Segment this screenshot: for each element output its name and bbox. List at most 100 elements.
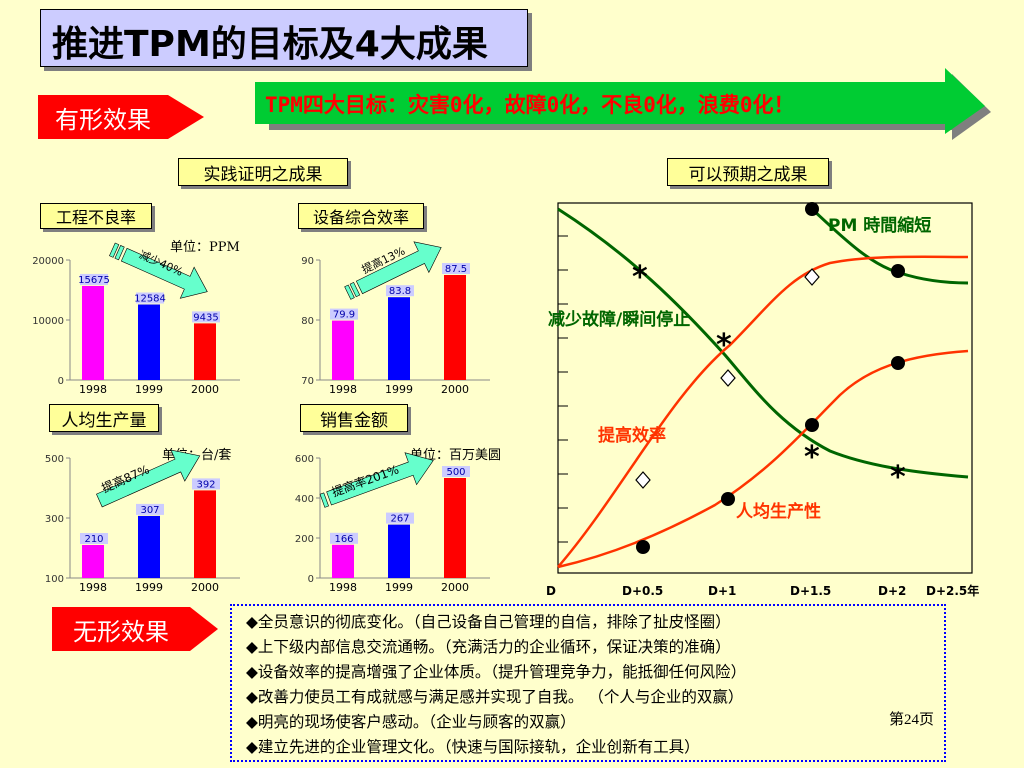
bar-value-label: 15675	[78, 275, 110, 286]
marker-dot	[721, 492, 735, 506]
bar	[138, 515, 160, 578]
bar-value-label: 392	[196, 479, 215, 490]
proven-results-label: 实践证明之成果	[178, 158, 348, 186]
x-tick: D+2	[878, 584, 906, 598]
bar-value-label: 87.5	[445, 264, 467, 275]
y-tick-label: 600	[295, 454, 314, 465]
x-tick: D+0.5	[622, 584, 663, 598]
bullet-item: ◆改善力使员工有成就感与满足感并实现了自我。 （个人与企业的双赢）	[246, 688, 744, 706]
arrow-oee	[344, 241, 442, 300]
bullet-item: ◆设备效率的提高增强了企业体质。（提升管理竞争力，能抵御任何风险）	[246, 663, 747, 681]
marker-diamond	[635, 471, 651, 489]
bar-value-label: 500	[446, 467, 465, 478]
label-efficiency: 提高效率	[598, 425, 666, 446]
x-tick: D+2.5年	[926, 583, 979, 598]
bar-label-bg	[386, 285, 414, 297]
x-tick: D+1.5	[790, 584, 831, 598]
arrow-sales	[319, 452, 434, 508]
bar-label-bg	[330, 532, 358, 544]
y-tick-label: 0	[58, 376, 64, 387]
bar	[138, 304, 160, 380]
bar-value-label: 210	[84, 534, 103, 545]
bar-label-bg	[386, 512, 414, 524]
unit-sales: 单位：百万美圆	[410, 448, 502, 463]
chart-title-productivity: 人均生产量	[49, 404, 159, 432]
y-tick-label: 0	[308, 574, 314, 585]
marker-star: *	[632, 260, 648, 295]
bar-chart-oee: 70 80 90 79.9 1998 83.8 1999 87.5 2000	[301, 256, 490, 396]
x-tick-label: 1999	[385, 581, 413, 594]
series-line-reduce-failure	[557, 207, 969, 479]
bullet-item: ◆建立先进的企业管理文化。（快速与国际接轨，企业创新有工具）	[246, 738, 700, 756]
bar-value-label: 9435	[193, 312, 218, 323]
x-tick-label: 2000	[441, 383, 469, 396]
bar-chart-defect: 0 10000 20000 15675 1998 12584 1999 9435 2000	[32, 256, 240, 396]
x-tick: D	[546, 584, 556, 598]
bullet-item: ◆上下级内部信息交流通畅。（充满活力的企业循环，保证决策的准确）	[246, 638, 731, 656]
marker-dot	[805, 418, 819, 432]
x-tick-label: 1999	[385, 383, 413, 396]
bar-label-bg	[136, 292, 164, 304]
marker-diamond	[720, 369, 736, 387]
y-tick-label: 200	[295, 534, 314, 545]
x-tick-label: 2000	[191, 581, 219, 594]
y-ticks	[558, 235, 568, 543]
bar-value-label: 83.8	[389, 286, 411, 297]
bar	[194, 323, 216, 380]
label-pm-time: PM 時間縮短	[828, 215, 931, 236]
intangible-label: 无形效果	[73, 617, 169, 646]
x-tick-label: 1999	[135, 581, 163, 594]
page-title: 推进TPM的目标及4大成果	[52, 24, 488, 65]
x-tick-label: 1998	[79, 581, 107, 594]
plot-area	[557, 202, 973, 574]
x-tick-label: 2000	[191, 383, 219, 396]
bar-value-label: 79.9	[333, 310, 355, 321]
marker-dot	[891, 356, 905, 370]
marker-dot	[805, 202, 819, 216]
label-productivity: 人均生产性	[736, 501, 821, 522]
bar-value-label: 166	[334, 534, 353, 545]
tangible-label: 有形效果	[55, 105, 151, 134]
bar-chart-sales: 0 200 400 600 166 1998 267 1999 500 2000	[295, 454, 490, 594]
x-tick-label: 2000	[441, 581, 469, 594]
bar	[388, 297, 410, 380]
expected-results-chart: * * * * PM 時間縮短 减少故障/瞬间停止 提高效率 人均生产性 D D…	[546, 202, 979, 598]
series-line-productivity	[557, 349, 969, 569]
label-reduce-failure: 减少故障/瞬间停止	[548, 309, 690, 330]
arrow-productivity	[96, 449, 201, 508]
marker-diamond	[804, 268, 820, 286]
x-tick-labels: D D+0.5 D+1 D+1.5 D+2 D+2.5年	[546, 583, 979, 598]
bar-value-label: 307	[140, 505, 159, 516]
x-tick: D+1	[708, 584, 736, 598]
goal-banner-text: TPM四大目标：灾害0化，故障0化，不良0化，浪费0化！	[265, 93, 795, 117]
x-tick-label: 1998	[329, 383, 357, 396]
tangible-tag-shape	[38, 95, 204, 139]
bar-label-bg	[80, 273, 108, 285]
marker-star: *	[716, 328, 732, 363]
marker-dot	[636, 540, 650, 554]
bar-value-label: 267	[390, 514, 409, 525]
bar-label-bg	[192, 311, 220, 323]
y-tick-label: 20000	[32, 256, 64, 267]
bar	[332, 320, 354, 380]
bar	[82, 285, 104, 380]
bar-label-bg	[442, 466, 470, 477]
bar-label-bg	[80, 533, 108, 544]
y-tick-label: 80	[301, 316, 314, 327]
y-tick-label: 70	[301, 376, 314, 387]
arrow-defect	[109, 242, 208, 299]
x-tick-label: 1998	[329, 581, 357, 594]
marker-dot	[891, 264, 905, 278]
dot-markers	[636, 202, 905, 554]
bar-value-label: 12584	[134, 293, 166, 304]
bar-label-bg	[330, 308, 358, 320]
intangible-tag-shape	[52, 607, 218, 651]
bar-label-bg	[136, 503, 164, 515]
bar-label-bg	[442, 263, 470, 274]
star-markers: * * * *	[632, 260, 906, 495]
bullet-item: ◆明亮的现场使客户感动。（企业与顾客的双赢）	[246, 713, 576, 731]
y-tick-label: 500	[45, 454, 64, 465]
marker-star: *	[890, 460, 906, 495]
chart-title-oee: 设备综合效率	[298, 203, 424, 229]
y-tick-label: 400	[295, 494, 314, 505]
